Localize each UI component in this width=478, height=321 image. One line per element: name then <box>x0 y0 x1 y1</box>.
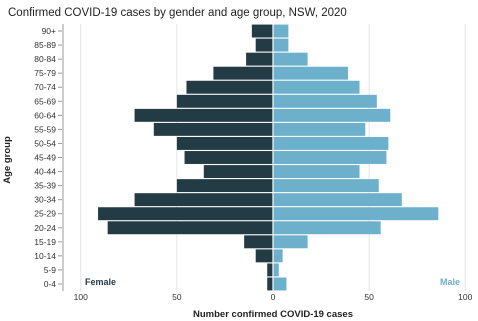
bar-female <box>267 277 273 291</box>
y-axis-label: Age group <box>2 136 13 184</box>
chart-title: Confirmed COVID-19 cases by gender and a… <box>8 7 347 19</box>
legend-male: Male <box>440 277 461 287</box>
bar-female <box>176 179 273 193</box>
bar-male <box>273 94 377 108</box>
bar-female <box>107 221 273 235</box>
bar-female <box>184 151 273 164</box>
bar-male <box>273 179 379 193</box>
y-tick-label: 0-4 <box>44 279 57 289</box>
bar-female <box>134 108 273 122</box>
bar-male <box>273 24 289 38</box>
y-tick-label: 35-39 <box>34 181 56 191</box>
bar-female <box>251 24 273 38</box>
x-tick-label: 50 <box>172 292 182 302</box>
bar-male <box>273 136 389 150</box>
y-tick-label: 30-34 <box>34 195 56 205</box>
bar-male <box>273 80 360 94</box>
y-tick-label: 40-44 <box>34 167 56 177</box>
bar-female <box>153 122 273 136</box>
y-tick-label: 85-89 <box>34 40 56 50</box>
y-tick-label: 45-49 <box>34 153 56 163</box>
bar-female <box>176 94 273 108</box>
bar-male <box>273 235 308 249</box>
bar-male <box>273 207 439 221</box>
bar-female <box>203 165 273 179</box>
bar-male <box>273 52 308 66</box>
bar-male <box>273 249 283 263</box>
bar-female <box>98 207 274 221</box>
x-tick-label: 100 <box>74 292 88 302</box>
x-tick-label: 100 <box>458 292 472 302</box>
y-tick-label: 90+ <box>42 26 56 36</box>
bar-male <box>273 277 287 291</box>
x-tick-label: 0 <box>271 292 276 302</box>
y-tick-label: 65-69 <box>34 96 56 106</box>
bar-female <box>255 249 273 263</box>
bar-female <box>255 38 273 52</box>
bar-male <box>273 66 348 80</box>
y-tick-label: 70-74 <box>34 82 56 92</box>
y-tick-label: 10-14 <box>34 251 56 261</box>
bar-male <box>273 122 366 136</box>
y-tick-label: 50-54 <box>34 138 56 148</box>
bar-male <box>273 165 360 179</box>
bar-male <box>273 108 391 122</box>
bar-female <box>134 193 273 207</box>
bar-male <box>273 263 279 277</box>
y-tick-label: 25-29 <box>34 209 56 219</box>
y-tick-label: 80-84 <box>34 54 56 64</box>
bar-female <box>267 263 273 277</box>
y-tick-label: 75-79 <box>34 68 56 78</box>
legend-female: Female <box>85 277 117 287</box>
y-tick-label: 5-9 <box>44 265 57 275</box>
bar-female <box>213 66 273 80</box>
bar-female <box>186 80 273 94</box>
bar-male <box>273 193 402 207</box>
bar-female <box>176 136 273 150</box>
bar-female <box>244 235 273 249</box>
x-axis-label: Number confirmed COVID-19 cases <box>193 309 353 320</box>
y-tick-label: 20-24 <box>34 223 56 233</box>
bar-male <box>273 221 381 235</box>
y-tick-label: 60-64 <box>34 110 56 120</box>
x-tick-label: 50 <box>364 292 374 302</box>
bar-male <box>273 38 289 52</box>
bar-male <box>273 151 387 164</box>
y-tick-label: 55-59 <box>34 124 56 134</box>
y-tick-label: 15-19 <box>34 237 56 247</box>
bar-female <box>246 52 273 66</box>
